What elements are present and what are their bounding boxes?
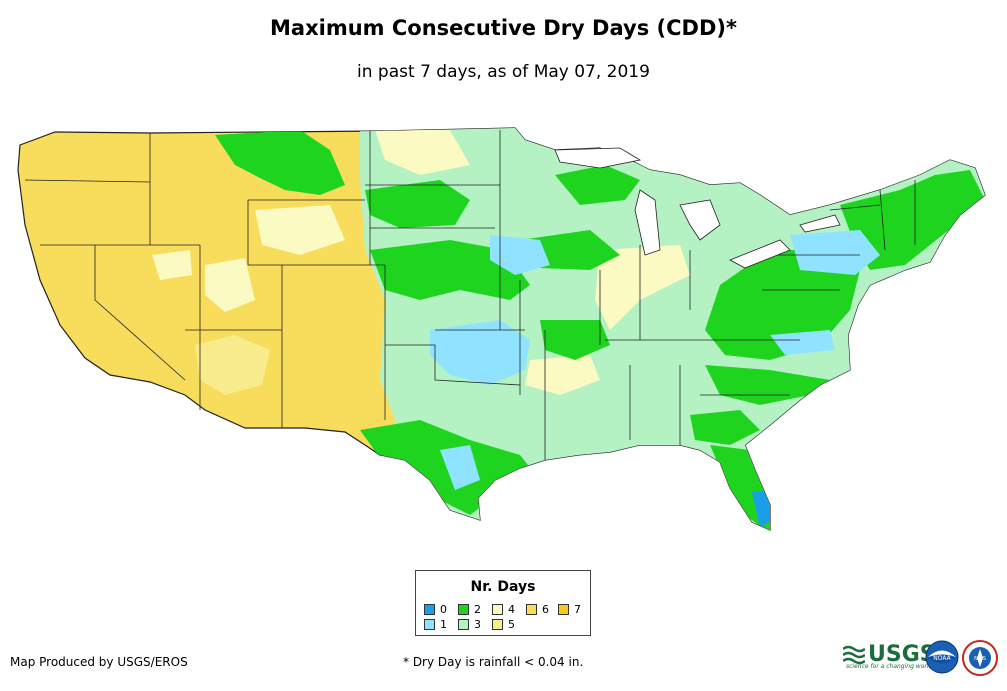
legend-label: 5 xyxy=(508,618,515,631)
zone-2-days-dakotas xyxy=(365,180,470,228)
legend-item-3: 3 xyxy=(458,618,481,631)
legend-label: 6 xyxy=(542,603,549,616)
legend-label: 1 xyxy=(440,618,447,631)
map-title: Maximum Consecutive Dry Days (CDD)* xyxy=(270,16,737,40)
usgs-logo-text: USGS xyxy=(868,642,936,667)
great-lakes xyxy=(554,147,841,269)
usgs-tagline: science for a changing world xyxy=(846,663,933,670)
legend-swatch xyxy=(558,604,569,615)
legend-swatch xyxy=(424,619,435,630)
zone-1-day-texas xyxy=(440,445,480,490)
legend: Nr. Days 0 1 2 3 4 5 6 7 xyxy=(415,570,591,636)
legend-swatch xyxy=(492,619,503,630)
zone-1-day-mid-atlantic xyxy=(790,230,880,275)
legend-swatch xyxy=(424,604,435,615)
legend-swatch xyxy=(458,604,469,615)
zone-5-days-southwest xyxy=(195,335,270,395)
usgs-wave-icon xyxy=(843,645,865,664)
zone-4-days-plains xyxy=(375,130,470,175)
state-boundaries xyxy=(24,130,916,460)
legend-item-6: 6 xyxy=(526,603,549,616)
legend-item-5: 5 xyxy=(492,618,515,631)
legend-label: 4 xyxy=(508,603,515,616)
legend-item-0: 0 xyxy=(424,603,447,616)
legend-swatch xyxy=(526,604,537,615)
legend-label: 3 xyxy=(474,618,481,631)
zone-2-days-great-lakes xyxy=(555,165,640,205)
zone-2-days-arkansas xyxy=(540,320,610,360)
zone-4-days-utah xyxy=(205,258,255,312)
zone-1-day-virginia xyxy=(770,330,835,355)
dry-day-footnote: * Dry Day is rainfall < 0.04 in. xyxy=(403,655,584,669)
legend-item-7: 7 xyxy=(558,603,581,616)
noaa-logo: NOAA xyxy=(925,640,959,674)
legend-swatch xyxy=(458,619,469,630)
legend-item-4: 4 xyxy=(492,603,515,616)
legend-swatch xyxy=(492,604,503,615)
zone-4-days-missouri xyxy=(525,355,600,395)
zone-4-days-wyoming xyxy=(255,205,345,255)
noaa-logo-text: NOAA xyxy=(933,655,951,662)
nws-logo: NWS xyxy=(962,640,998,676)
zone-2-days-georgia xyxy=(690,410,760,445)
zone-0-days-south-florida xyxy=(752,490,772,528)
legend-label: 2 xyxy=(474,603,481,616)
map-credit: Map Produced by USGS/EROS xyxy=(10,655,188,669)
legend-title: Nr. Days xyxy=(470,579,536,595)
zone-1-day-oklahoma xyxy=(430,320,530,385)
zone-1-day-nebraska xyxy=(490,235,550,275)
zone-4-days-nevada xyxy=(152,250,192,280)
zone-2-days-northern-plains xyxy=(215,130,345,195)
zone-2-days-new-england xyxy=(840,170,985,270)
legend-label: 0 xyxy=(440,603,447,616)
us-dry-days-map xyxy=(17,127,986,531)
usgs-logo: USGS xyxy=(843,642,936,667)
nws-logo-text: NWS xyxy=(974,656,986,662)
legend-label: 7 xyxy=(574,603,581,616)
legend-item-2: 2 xyxy=(458,603,481,616)
zone-4-days-ohio-valley xyxy=(595,245,690,330)
map-subtitle: in past 7 days, as of May 07, 2019 xyxy=(357,62,650,82)
legend-item-1: 1 xyxy=(424,618,447,631)
